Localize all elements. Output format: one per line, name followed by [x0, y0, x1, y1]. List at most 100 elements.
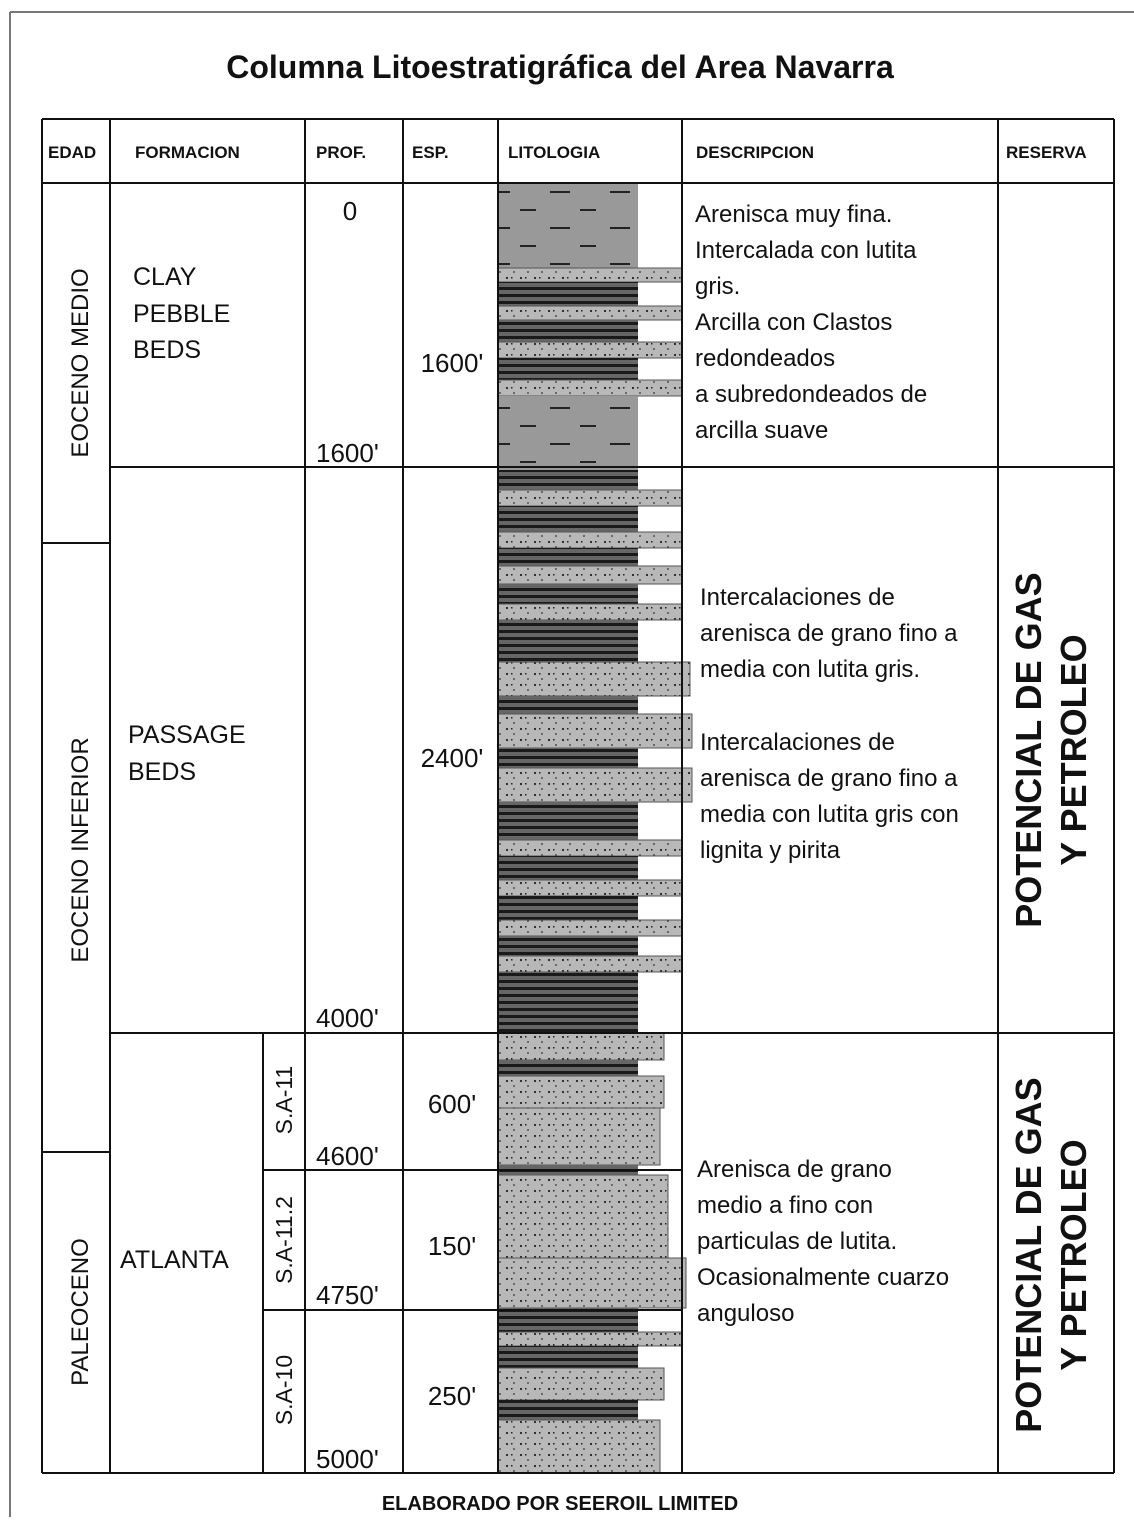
litho-layer [498, 470, 638, 490]
column-header: RESERVA [1006, 143, 1087, 162]
litho-layer [497, 305, 683, 321]
age-label: EOCENO INFERIOR [67, 737, 94, 962]
litho-layer [497, 839, 683, 857]
description-line: lignita y pirita [700, 837, 841, 864]
litho-layer [497, 1075, 665, 1109]
title: Columna Litoestratigráfica del Area Nava… [226, 49, 894, 85]
description-line: gris. [695, 273, 740, 300]
litho-layer [498, 1060, 638, 1076]
column-header: PROF. [316, 143, 366, 162]
litho-layer [498, 748, 638, 768]
depth: 1600' [316, 438, 379, 468]
litho-layer [497, 767, 693, 803]
litho-layer [497, 1419, 661, 1474]
litho-layer [498, 936, 638, 956]
depth: 5000' [316, 1444, 379, 1474]
litho-layer [498, 1308, 638, 1332]
unit-label: S.A-11 [271, 1066, 297, 1135]
thickness: 1600' [421, 348, 484, 378]
column-header: FORMACION [135, 143, 240, 162]
unit-label: S.A-11.2 [271, 1196, 297, 1284]
description-line: media con lutita gris. [700, 656, 920, 683]
thickness: 600' [428, 1089, 476, 1119]
litho-layer [497, 879, 683, 897]
formation-name: CLAY [133, 263, 197, 291]
description-line: Intercalaciones de [700, 729, 895, 756]
litho-layer [498, 620, 638, 662]
litho-layer [498, 358, 638, 380]
thickness: 2400' [421, 743, 484, 773]
lithology-column [497, 183, 693, 1474]
litho-layer [498, 696, 638, 714]
depth: 0 [343, 196, 357, 226]
table-grid [41, 118, 1115, 1474]
footer: ELABORADO POR SEEROIL LIMITED [382, 1493, 738, 1515]
litho-layer [498, 802, 638, 840]
litho-layer [498, 506, 638, 532]
litho-layer [498, 183, 638, 268]
unit-label: S.A-10 [271, 1355, 297, 1425]
column-header: LITOLOGIA [508, 143, 600, 162]
litho-layer [497, 1174, 669, 1259]
litho-layer [498, 1400, 638, 1420]
description-line: medio a fino con [697, 1192, 873, 1219]
litho-layer [497, 603, 683, 621]
formation-name: PEBBLE [133, 300, 230, 328]
litho-layer [498, 396, 638, 470]
litho-layer [498, 896, 638, 920]
age-label: PALEOCENO [67, 1238, 94, 1386]
description-line: media con lutita gris con [700, 801, 959, 828]
column-header: DESCRIPCION [696, 143, 814, 162]
litho-layer [497, 1331, 683, 1347]
description-line: a subredondeados de [695, 381, 927, 408]
litho-layer [497, 955, 683, 973]
litho-layer [497, 919, 683, 937]
thickness: 150' [428, 1231, 476, 1261]
description-line: arcilla suave [695, 417, 828, 444]
description-line: arenisca de grano fino a [700, 620, 958, 647]
litho-layer [498, 548, 638, 566]
litho-layer [497, 713, 693, 749]
description-line: Ocasionalmente cuarzo [697, 1264, 949, 1291]
description-line: Intercalaciones de [700, 584, 895, 611]
litho-layer [497, 1032, 665, 1061]
description-line: Arcilla con Clastos [695, 309, 892, 336]
description-line: Intercalada con lutita [695, 237, 917, 264]
litho-layer [498, 320, 638, 342]
description-line: Arenisca de grano [697, 1156, 892, 1183]
reserve-label: POTENCIAL DE GAS [1008, 1077, 1049, 1432]
depth: 4600' [316, 1141, 379, 1171]
description-line: Arenisca muy fina. [695, 201, 892, 228]
litho-layer [497, 1367, 665, 1401]
reserve-label: Y PETROLEO [1053, 1139, 1094, 1370]
depth: 4750' [316, 1280, 379, 1310]
litho-layer [497, 1257, 687, 1309]
litho-layer [497, 341, 683, 359]
litho-layer [497, 379, 683, 397]
litho-layer [497, 661, 691, 697]
litho-layer [498, 584, 638, 604]
column-header: ESP. [412, 143, 449, 162]
litho-layer [498, 1346, 638, 1368]
formation-name: BEDS [133, 336, 201, 364]
litho-layer [497, 531, 683, 549]
formation-name: PASSAGE [128, 721, 246, 749]
litho-layer [497, 489, 683, 507]
formation-name: ATLANTA [120, 1246, 229, 1274]
description-line: redondeados [695, 345, 835, 372]
column-header: EDAD [48, 143, 96, 162]
description-line: particulas de lutita. [697, 1228, 897, 1255]
description-line: anguloso [697, 1300, 794, 1327]
litho-layer [497, 267, 683, 283]
depth: 4000' [316, 1003, 379, 1033]
litho-layer [497, 565, 683, 585]
litho-layer [498, 282, 638, 306]
litho-layer [497, 1107, 661, 1166]
reserve-label: POTENCIAL DE GAS [1008, 572, 1049, 927]
reserve-label: Y PETROLEO [1053, 634, 1094, 865]
age-label: EOCENO MEDIO [67, 268, 94, 457]
formation-name: BEDS [128, 758, 196, 786]
litho-layer [498, 856, 638, 880]
litho-layer [498, 972, 638, 1033]
